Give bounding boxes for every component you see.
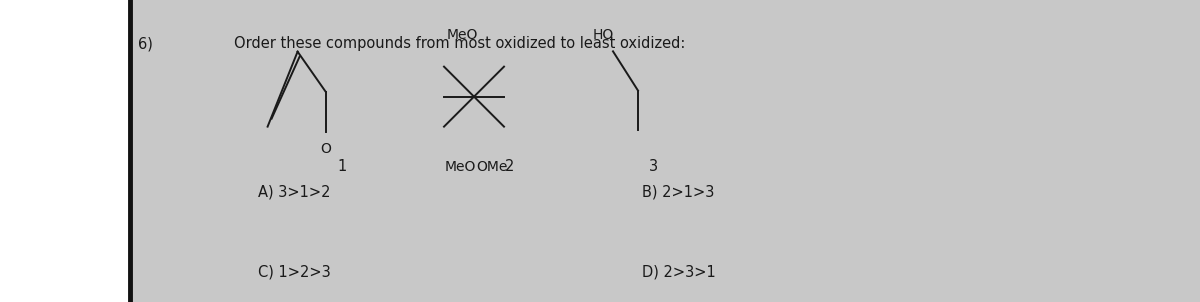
Text: O: O — [320, 142, 331, 156]
Text: OMe: OMe — [476, 160, 508, 174]
Bar — [0, 0, 130, 302]
Text: MeO: MeO — [444, 160, 475, 174]
Text: HO: HO — [593, 28, 614, 42]
Text: A) 3>1>2: A) 3>1>2 — [258, 184, 330, 199]
Text: B) 2>1>3: B) 2>1>3 — [642, 184, 714, 199]
Text: 1: 1 — [337, 159, 347, 174]
Text: C) 1>2>3: C) 1>2>3 — [258, 264, 331, 279]
Bar — [130, 0, 1200, 302]
Text: 6): 6) — [138, 36, 152, 51]
Text: D) 2>3>1: D) 2>3>1 — [642, 264, 715, 279]
Text: MeO: MeO — [446, 28, 478, 42]
Text: Order these compounds from most oxidized to least oxidized:: Order these compounds from most oxidized… — [234, 36, 685, 51]
Text: 3: 3 — [649, 159, 659, 174]
Text: 2: 2 — [505, 159, 515, 174]
